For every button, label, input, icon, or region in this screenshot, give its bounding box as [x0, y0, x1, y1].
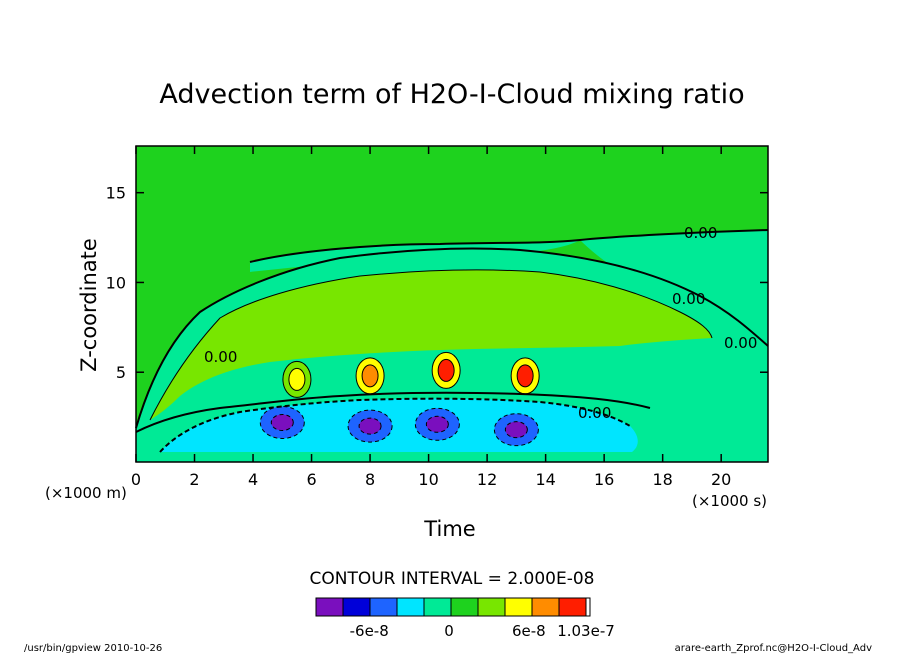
- x-tick-label: 18: [652, 470, 672, 489]
- x-tick-label: 16: [594, 470, 614, 489]
- sink-core: [504, 421, 528, 439]
- colorbar-swatch: [423, 597, 452, 617]
- sink-core: [270, 414, 294, 431]
- colorbar-swatch: [342, 597, 371, 617]
- footer-right: arare-earth_Zprof.nc@H2O-I-Cloud_Adv: [675, 643, 872, 654]
- contour-zero-lower: [135, 391, 651, 433]
- x-axis: 0 2 4 6 8 10 12 14 16 18 20: [131, 146, 731, 489]
- sink-core: [425, 415, 449, 433]
- updraft-core: [288, 367, 306, 391]
- contour-zero-top: [249, 229, 769, 263]
- plot-frame: [135, 145, 769, 463]
- y-axis: 5 10 15: [106, 184, 768, 382]
- x-tick-label: 4: [248, 470, 258, 489]
- y-tick-label: 5: [116, 363, 126, 382]
- contour-negative: [159, 397, 631, 453]
- field-band-positive: [150, 269, 712, 420]
- updraft-core: [516, 364, 534, 388]
- footer-left: /usr/bin/gpview 2010-10-26: [24, 643, 162, 654]
- contour-lines: [135, 229, 769, 453]
- colorbar-tick-label: -6e-8: [350, 622, 389, 640]
- colorbar-swatch: [369, 597, 398, 617]
- contour-label: 0.00: [724, 334, 757, 352]
- chart-title: Advection term of H2O-I-Cloud mixing rat…: [159, 79, 744, 110]
- sink-core: [358, 417, 382, 435]
- colorbar-swatch: [558, 597, 587, 617]
- colorbar-swatch: [315, 597, 344, 617]
- contour-zero-upper: [135, 247, 769, 429]
- convective-cells: [259, 351, 540, 447]
- contour-label: 0.00: [672, 290, 705, 308]
- x-tick-label: 6: [306, 470, 316, 489]
- x-tick-label: 0: [131, 470, 141, 489]
- x-tick-label: 2: [189, 470, 199, 489]
- updraft-core: [437, 358, 455, 382]
- y-axis-label: Z-coordinate: [77, 238, 101, 372]
- contour-label: 0.00: [578, 404, 611, 422]
- colorbar-swatch: [396, 597, 425, 617]
- plot-area: 0.00 0.00 0.00 0.00 0.00: [135, 145, 769, 463]
- colorbar-tick-label: 0: [444, 622, 454, 640]
- colorbar-swatch: [450, 597, 479, 617]
- field-patch-upper-right: [580, 230, 768, 345]
- x-axis-label: Time: [423, 517, 475, 541]
- y-axis-unit: (×1000 m): [45, 484, 127, 502]
- x-tick-label: 10: [418, 470, 438, 489]
- colorbar-swatch: [504, 597, 533, 617]
- contour-positive: [149, 269, 713, 421]
- colorbar-tick-label: 1.03e-7: [557, 622, 615, 640]
- x-tick-label: 14: [535, 470, 555, 489]
- updraft-core: [361, 364, 379, 388]
- colorbar: [315, 597, 591, 617]
- colorbar-ticks: -6e-8 0 6e-8 1.03e-7: [350, 622, 615, 640]
- contour-interval: CONTOUR INTERVAL = 2.000E-08: [310, 569, 595, 589]
- y-tick-label: 10: [106, 273, 126, 292]
- contour-labels: 0.00 0.00 0.00 0.00 0.00: [204, 224, 757, 422]
- colorbar-tick-label: 6e-8: [512, 622, 546, 640]
- x-tick-label: 12: [477, 470, 497, 489]
- colorbar-cap: [585, 597, 591, 617]
- x-tick-label: 8: [365, 470, 375, 489]
- x-tick-label: 20: [711, 470, 731, 489]
- x-axis-unit: (×1000 s): [692, 492, 767, 510]
- contour-label: 0.00: [684, 224, 717, 242]
- contour-label: 0.00: [204, 348, 237, 366]
- colorbar-swatch: [531, 597, 560, 617]
- y-tick-label: 15: [106, 184, 126, 203]
- colorbar-swatch: [477, 597, 506, 617]
